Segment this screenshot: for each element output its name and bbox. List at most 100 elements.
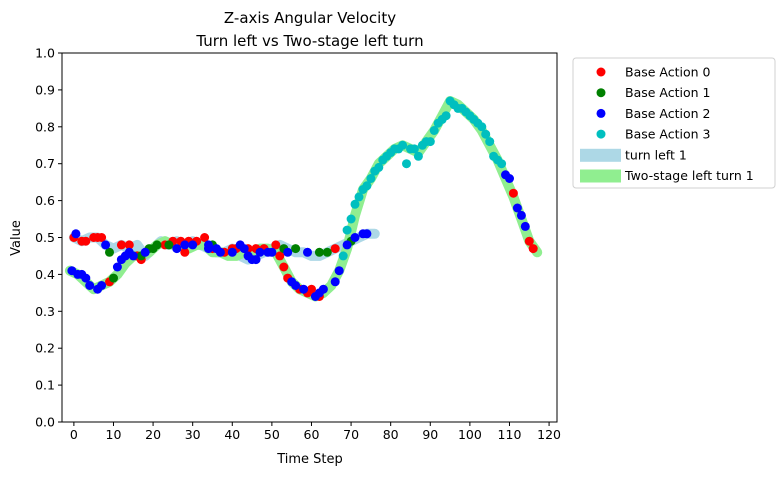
point-action-0 <box>271 240 281 250</box>
point-action-0 <box>307 284 316 294</box>
point-action-1 <box>109 273 118 283</box>
point-action-2 <box>101 240 111 250</box>
y-tick-label: 0.5 <box>35 230 55 245</box>
point-action-0 <box>508 188 518 198</box>
point-action-2 <box>362 229 372 239</box>
point-action-2 <box>330 277 340 287</box>
point-action-3 <box>402 159 411 169</box>
point-action-1 <box>291 244 301 254</box>
point-action-3 <box>350 199 360 209</box>
point-action-1 <box>152 240 162 250</box>
point-action-0 <box>528 244 538 254</box>
point-action-2 <box>350 233 360 242</box>
point-action-3 <box>366 174 376 183</box>
y-tick-label: 0.0 <box>35 415 55 430</box>
point-action-3 <box>441 111 451 121</box>
y-tick-label: 0.8 <box>35 119 55 134</box>
point-action-0 <box>180 247 190 257</box>
point-action-3 <box>429 126 439 135</box>
point-action-2 <box>180 240 190 250</box>
point-action-0 <box>200 233 210 242</box>
point-action-1 <box>164 240 174 250</box>
y-tick-label: 0.7 <box>35 156 55 171</box>
point-action-2 <box>342 240 352 250</box>
point-action-1 <box>322 247 332 257</box>
x-tick-label: 110 <box>498 427 522 442</box>
point-action-0 <box>116 240 126 250</box>
point-action-3 <box>362 181 372 191</box>
point-action-2 <box>251 255 261 265</box>
legend-label: Base Action 2 <box>625 106 711 121</box>
point-action-2 <box>112 262 122 272</box>
legend-line-swatch <box>580 169 621 183</box>
point-action-3 <box>342 225 352 235</box>
point-action-3 <box>413 151 423 161</box>
x-tick-label: 100 <box>458 427 482 442</box>
legend-box <box>572 57 776 189</box>
chart-title-line2: Turn left vs Two-stage left turn <box>195 32 423 50</box>
y-axis-label: Value <box>9 220 24 256</box>
point-action-0 <box>97 233 107 242</box>
legend-label: turn left 1 <box>625 147 687 162</box>
x-tick-label: 90 <box>422 427 438 442</box>
point-action-1 <box>105 247 114 257</box>
legend-label: Base Action 3 <box>625 127 711 142</box>
point-action-2 <box>85 281 95 290</box>
point-action-2 <box>303 247 312 257</box>
legend-label: Base Action 1 <box>625 85 711 100</box>
point-action-0 <box>279 262 289 272</box>
x-tick-label: 60 <box>304 427 320 442</box>
point-action-3 <box>481 129 491 139</box>
point-action-3 <box>425 137 435 147</box>
legend-label: Two-stage left turn 1 <box>624 168 754 183</box>
plot-frame <box>61 52 558 423</box>
point-action-3 <box>338 251 348 261</box>
point-action-2 <box>291 281 301 290</box>
point-action-2 <box>239 244 249 254</box>
x-tick-label: 50 <box>264 427 280 442</box>
point-action-3 <box>398 140 408 150</box>
point-action-0 <box>124 240 134 250</box>
legend-marker <box>596 108 606 118</box>
y-tick-label: 0.6 <box>35 193 55 208</box>
legend-marker <box>596 129 606 139</box>
chart-title-line1: Z-axis Angular Velocity <box>224 9 396 27</box>
point-action-2 <box>512 203 522 213</box>
x-tick-label: 30 <box>185 427 201 442</box>
x-axis-label: Time Step <box>276 452 343 467</box>
legend-label: Base Action 0 <box>625 65 711 80</box>
point-action-0 <box>524 236 534 246</box>
point-action-2 <box>267 247 277 257</box>
point-action-2 <box>128 251 138 261</box>
point-action-3 <box>374 162 384 172</box>
point-action-2 <box>140 247 150 257</box>
legend-line-swatch <box>580 148 621 162</box>
point-action-3 <box>497 159 507 169</box>
x-tick-label: 20 <box>145 427 161 442</box>
point-action-3 <box>477 122 487 132</box>
x-tick-label: 10 <box>106 427 122 442</box>
point-action-2 <box>255 247 265 257</box>
y-tick-label: 0.4 <box>35 267 55 282</box>
point-action-2 <box>334 266 344 276</box>
x-tick-label: 80 <box>383 427 399 442</box>
legend-marker <box>596 88 606 98</box>
point-action-0 <box>330 244 340 254</box>
y-tick-label: 0.3 <box>35 304 55 319</box>
x-tick-label: 0 <box>70 427 78 442</box>
point-action-2 <box>81 273 91 283</box>
point-action-0 <box>81 236 91 246</box>
point-action-2 <box>204 244 213 254</box>
point-action-2 <box>505 174 514 183</box>
point-action-2 <box>97 281 107 290</box>
y-tick-label: 0.2 <box>35 341 55 356</box>
y-tick-label: 0.9 <box>35 82 55 97</box>
point-action-2 <box>520 221 530 231</box>
x-tick-label: 40 <box>224 427 240 442</box>
point-action-3 <box>485 137 495 147</box>
legend-marker <box>596 67 606 77</box>
legend: Base Action 0 Base Action 1 Base Action 2 B… <box>572 57 776 189</box>
point-action-2 <box>188 240 198 250</box>
